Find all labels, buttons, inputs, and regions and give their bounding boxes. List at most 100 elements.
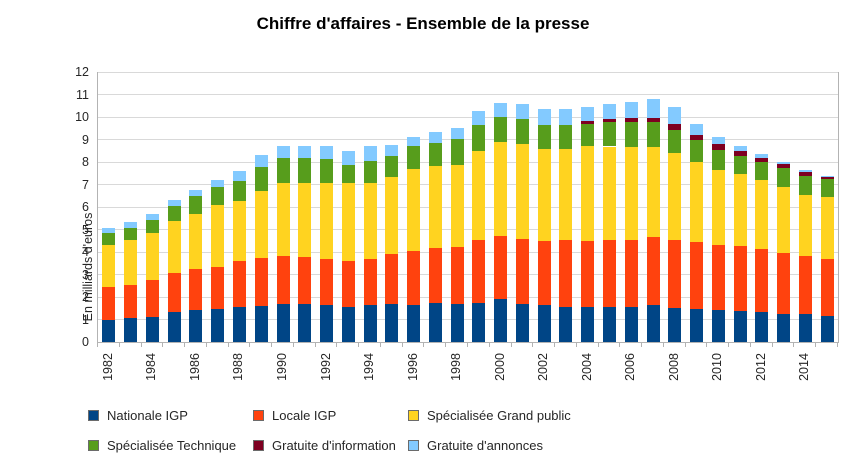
bar-segment — [581, 106, 595, 121]
bar-segment — [450, 128, 464, 139]
x-tick-mark — [706, 343, 708, 347]
bar-segment — [537, 148, 551, 241]
bar-segment — [733, 246, 747, 311]
bar-segment — [254, 306, 268, 342]
bar-segment — [559, 124, 573, 149]
bar-segment — [559, 148, 573, 241]
bar-segment — [690, 242, 704, 310]
bar-segment — [559, 307, 573, 342]
bar-segment — [124, 239, 138, 285]
bar-segment — [102, 245, 116, 287]
bar-segment — [341, 306, 355, 342]
gridline — [98, 296, 838, 298]
bar-segment — [624, 118, 638, 123]
x-tick-mark — [271, 343, 273, 347]
legend-swatch — [408, 439, 419, 451]
bar-segment — [385, 176, 399, 255]
legend-item: Gratuite d'information — [253, 437, 396, 453]
bar-segment — [450, 247, 464, 304]
gridline — [98, 206, 838, 208]
bar-segment — [428, 302, 442, 342]
x-tick-mark — [488, 343, 490, 347]
x-tick-mark — [467, 343, 468, 347]
y-tick-label: 12 — [75, 65, 89, 79]
bar-segment — [624, 122, 638, 148]
x-tick-mark — [249, 343, 251, 347]
plot-area — [97, 71, 839, 343]
bar-segment — [189, 268, 203, 311]
bar-segment — [515, 303, 529, 342]
x-tick-label: 1988 — [231, 353, 246, 381]
x-tick-mark — [771, 343, 773, 347]
bar-segment — [341, 183, 355, 261]
y-tick-label: 11 — [76, 87, 89, 102]
y-tick-label: 1 — [82, 312, 89, 327]
bar-segment — [711, 310, 725, 342]
legend-item: Gratuite d'annonces — [408, 437, 543, 453]
bar-segment — [124, 284, 138, 319]
x-tick-mark — [728, 343, 730, 347]
bar-segment — [494, 141, 508, 236]
bar-segment — [733, 310, 747, 342]
bar-segment — [690, 135, 704, 141]
y-tick-label: 9 — [82, 132, 89, 147]
bar-segment — [690, 162, 704, 243]
x-tick-label: 2000 — [492, 353, 507, 381]
bar-segment — [798, 314, 812, 342]
bar-segment — [276, 183, 290, 257]
bar-segment — [341, 260, 355, 307]
bar-segment — [820, 176, 834, 179]
bar-segment — [711, 150, 725, 171]
y-tick-label: 7 — [82, 177, 89, 192]
bar-segment — [363, 160, 377, 183]
bar-segment — [254, 155, 268, 167]
bar-segment — [189, 214, 203, 269]
bar-segment — [211, 187, 225, 206]
legend-item: Locale IGP — [253, 407, 336, 423]
bar-segment — [407, 168, 421, 251]
x-tick-label: 2004 — [579, 353, 594, 381]
bar-segment — [254, 258, 268, 306]
bar-segment — [254, 191, 268, 259]
bar-segment — [211, 266, 225, 309]
legend-item: Spécialisée Technique — [88, 437, 236, 453]
bar-segment — [777, 162, 791, 165]
bar-segment — [494, 235, 508, 300]
x-tick-mark — [97, 343, 98, 347]
bar-segment — [798, 194, 812, 257]
bar-segment — [102, 232, 116, 246]
bar-segment — [646, 147, 660, 238]
bar-segment — [581, 123, 595, 147]
bar-segment — [320, 145, 334, 159]
x-tick-label: 1986 — [187, 353, 202, 381]
legend-label: Nationale IGP — [107, 407, 188, 423]
x-tick-mark — [662, 343, 664, 347]
x-tick-label: 1996 — [405, 353, 420, 381]
bar-segment — [646, 99, 660, 118]
bar-segment — [189, 189, 203, 197]
y-tick-label: 10 — [75, 110, 89, 124]
bar-segment — [494, 299, 508, 342]
x-tick-mark — [314, 343, 316, 347]
bar-segment — [755, 157, 769, 162]
bar-segment — [755, 180, 769, 249]
bar-segment — [733, 156, 747, 175]
bar-segment — [145, 280, 159, 318]
bar-segment — [276, 303, 290, 342]
bar-segment — [646, 117, 660, 123]
bar-segment — [407, 250, 421, 306]
bar-segment — [232, 260, 246, 308]
x-tick-mark — [336, 343, 338, 347]
legend-item: Nationale IGP — [88, 407, 188, 423]
bar-segment — [320, 258, 334, 306]
y-tick-label: 2 — [82, 290, 89, 304]
bar-segment — [189, 310, 203, 342]
x-tick-label: 2014 — [797, 353, 812, 381]
bar-segment — [515, 238, 529, 304]
bar-segment — [232, 200, 246, 261]
x-tick-mark — [162, 343, 164, 347]
legend-label: Spécialisée Technique — [107, 437, 237, 453]
bar-segment — [820, 175, 834, 177]
x-tick-mark — [292, 343, 294, 347]
x-tick-mark — [575, 343, 577, 347]
